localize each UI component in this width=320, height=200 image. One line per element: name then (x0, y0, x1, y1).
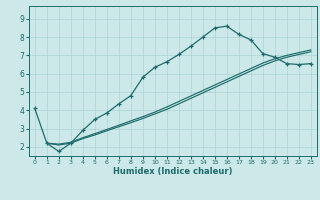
X-axis label: Humidex (Indice chaleur): Humidex (Indice chaleur) (113, 167, 233, 176)
